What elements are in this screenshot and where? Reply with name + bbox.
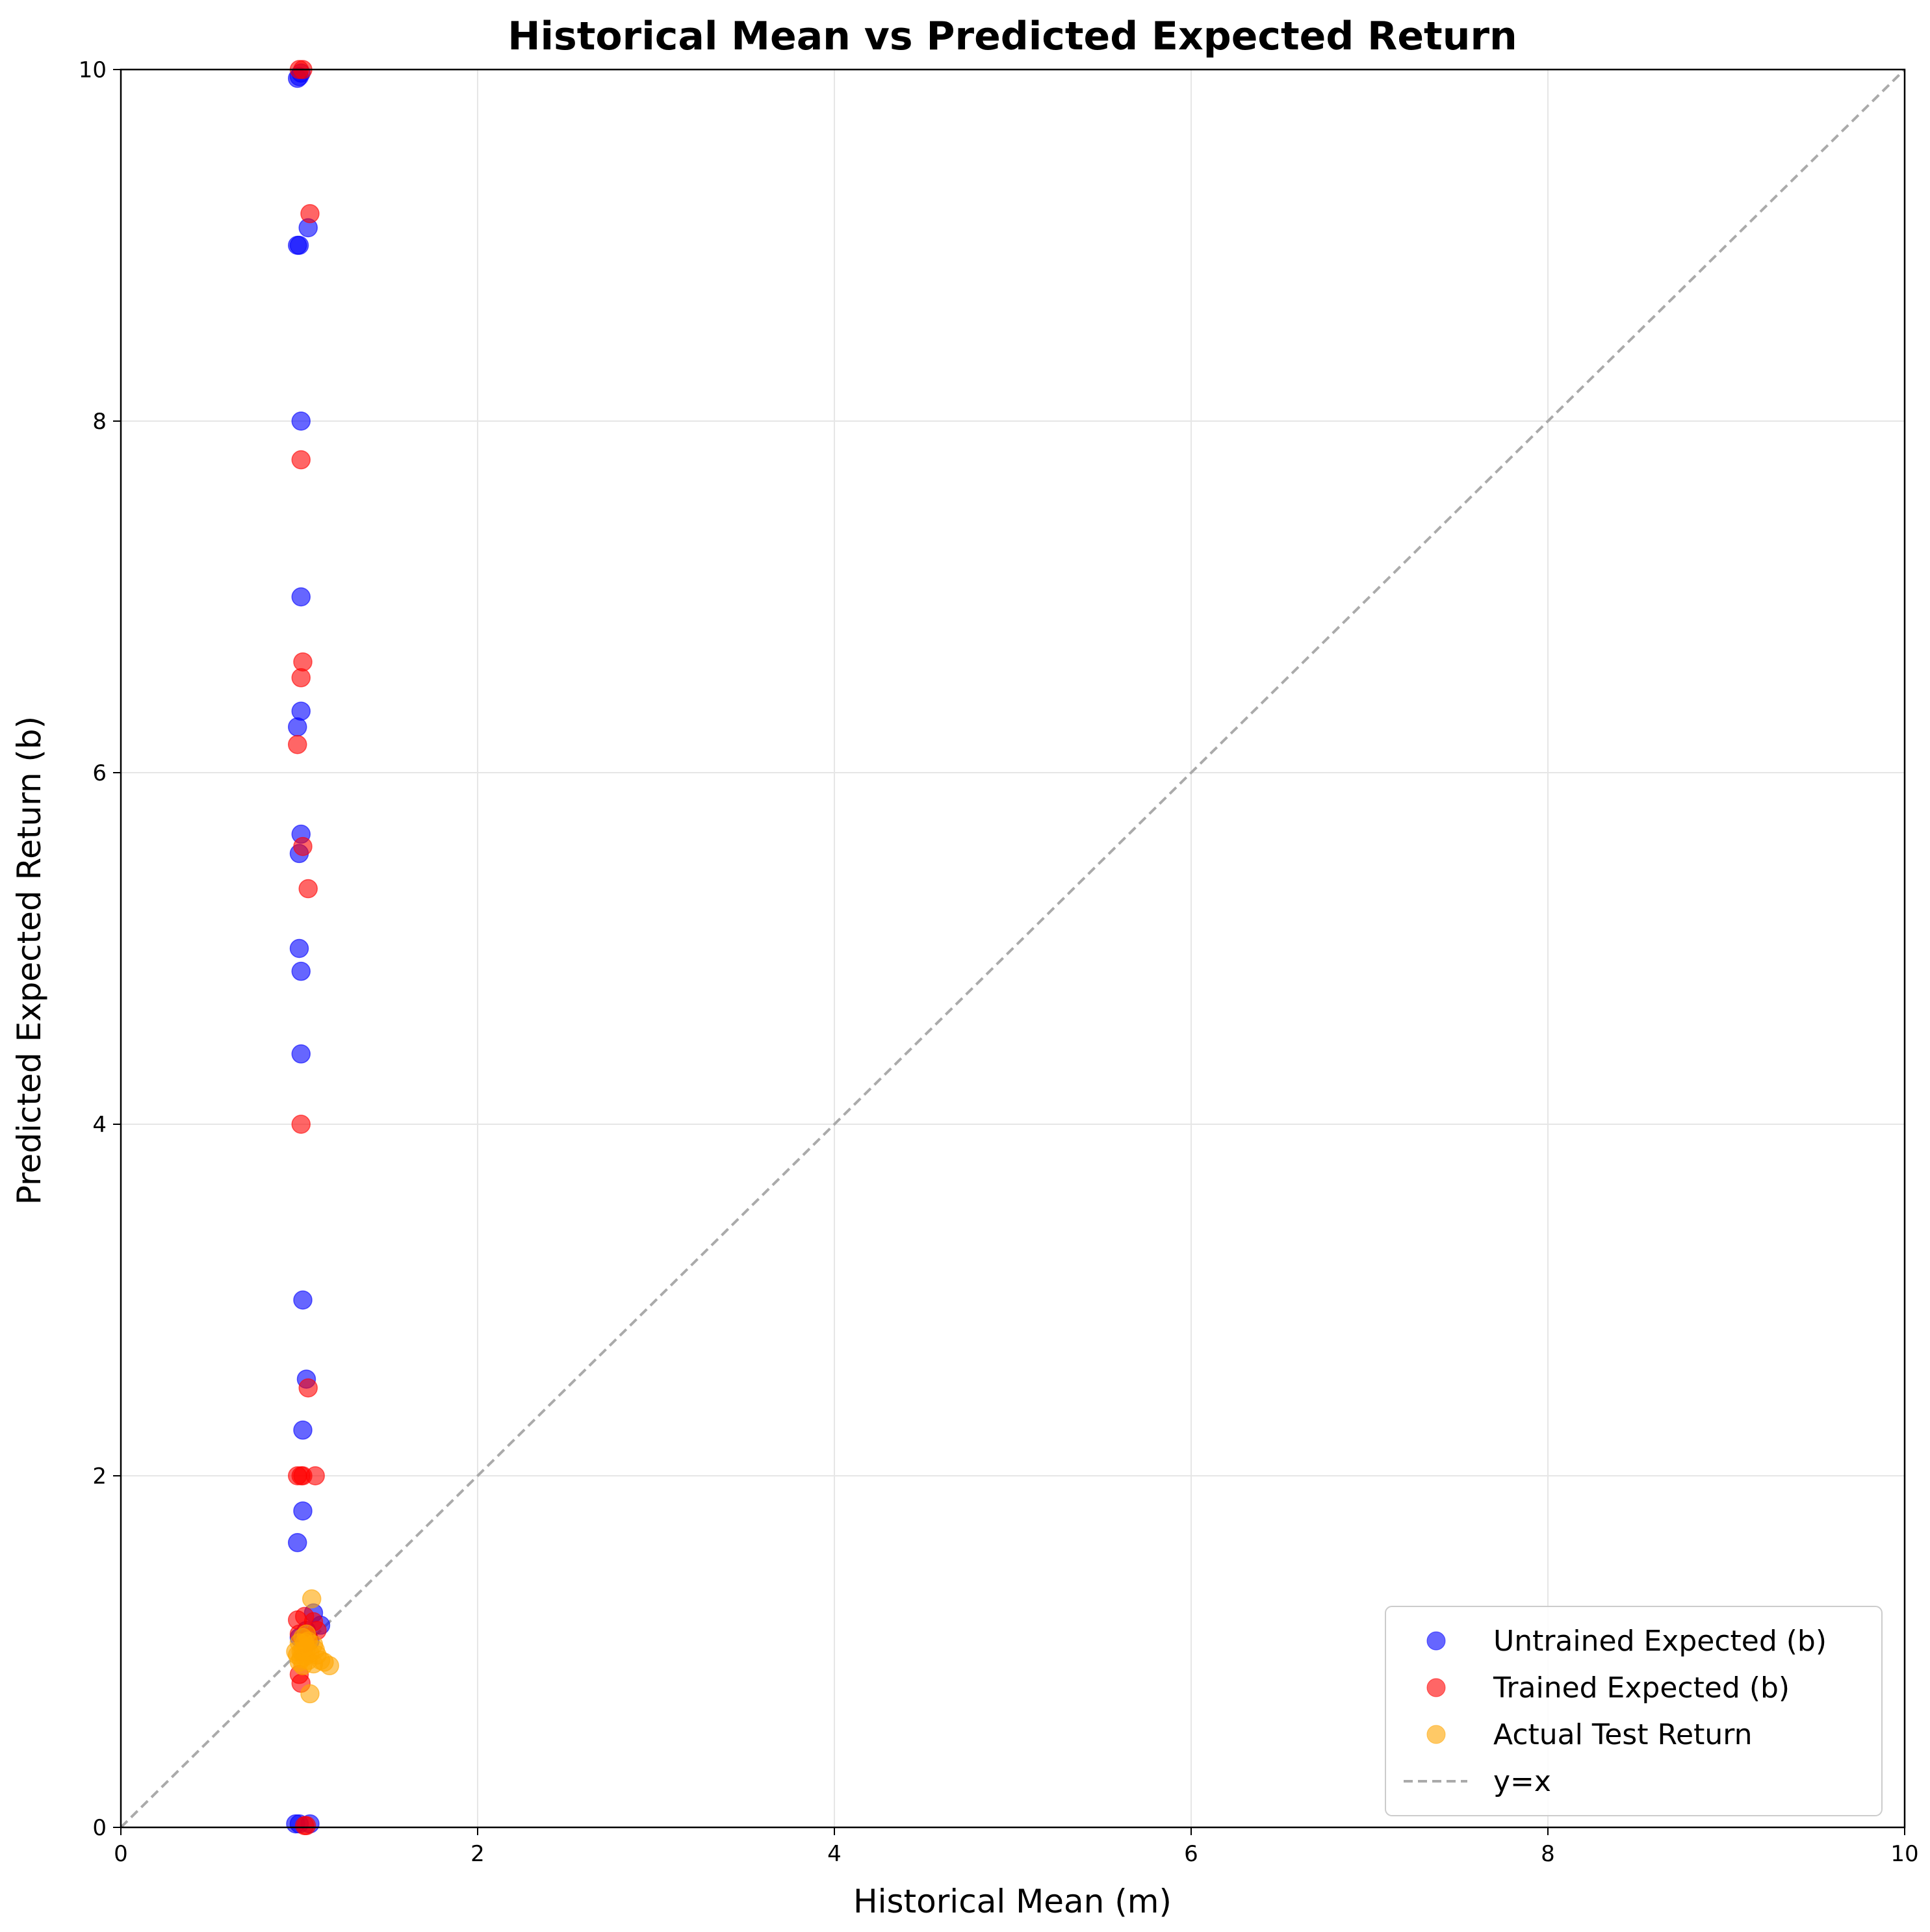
y-axis-label: Predicted Expected Return (b): [10, 716, 48, 1205]
legend-label-reference-line: y=x: [1493, 1765, 1551, 1798]
legend: Untrained Expected (b) Trained Expected …: [1385, 1606, 1883, 1816]
trained-point: [300, 204, 320, 224]
untrained-point: [291, 1044, 311, 1064]
trained-point: [288, 734, 307, 754]
untrained-point: [289, 938, 309, 959]
gridlines: [120, 69, 1905, 1828]
y-tick-label: 8: [92, 409, 107, 435]
untrained-point: [293, 1290, 313, 1310]
untrained-point: [293, 1420, 313, 1440]
untrained-point: [293, 1501, 313, 1521]
x-tick-label: 0: [114, 1841, 128, 1867]
x-axis-label: Historical Mean (m): [853, 1883, 1172, 1920]
trained-point: [293, 652, 313, 672]
legend-marker-trained: [1426, 1678, 1446, 1697]
x-tick-label: 8: [1541, 1841, 1555, 1867]
reference-line-layer: [120, 68, 1906, 1829]
untrained-point: [289, 235, 309, 255]
untrained-point: [288, 1533, 307, 1552]
y-tick-label: 0: [92, 1815, 107, 1841]
legend-label-trained: Trained Expected (b): [1493, 1671, 1790, 1705]
trained-point: [296, 1816, 316, 1836]
untrained-point: [291, 587, 311, 607]
legend-marker-untrained: [1426, 1631, 1446, 1651]
chart-title: Historical Mean vs Predicted Expected Re…: [508, 14, 1517, 59]
actual-return-point: [315, 1652, 334, 1672]
y-tick-label: 2: [92, 1463, 107, 1489]
actual-return-point: [300, 1684, 320, 1704]
untrained-point: [291, 411, 311, 431]
legend-label-untrained: Untrained Expected (b): [1493, 1625, 1827, 1658]
x-tick-label: 10: [1890, 1841, 1918, 1867]
trained-point: [293, 836, 313, 857]
y-tick-label: 6: [92, 760, 107, 786]
legend-box: [1385, 1606, 1883, 1816]
x-tick-label: 4: [827, 1841, 842, 1867]
trained-point: [291, 668, 311, 688]
trained-point: [298, 1378, 318, 1398]
legend-label-actual: Actual Test Return: [1493, 1718, 1752, 1751]
axes-frame: [120, 68, 1906, 1829]
x-tick-label: 2: [470, 1841, 485, 1867]
axis-ticks: 0 2 4 6 8 10 0 2 4 6 8 10: [79, 57, 1919, 1867]
trained-point: [298, 879, 318, 899]
trained-point: [291, 450, 311, 470]
untrained-point: [291, 961, 311, 981]
legend-marker-actual: [1426, 1725, 1446, 1744]
untrained-point: [288, 717, 307, 737]
series-actual-return: [286, 1589, 339, 1704]
y-tick-label: 4: [92, 1112, 107, 1138]
actual-return-point: [302, 1589, 322, 1609]
actual-return-point: [293, 1642, 313, 1662]
plot-area: [286, 60, 339, 1836]
x-tick-label: 6: [1184, 1841, 1198, 1867]
y-tick-label: 10: [79, 57, 107, 83]
series-trained: [288, 60, 327, 1836]
untrained-point: [291, 701, 311, 721]
reference-line-y-equals-x: [120, 68, 1906, 1829]
trained-point: [291, 1114, 311, 1134]
trained-point: [305, 1466, 325, 1486]
